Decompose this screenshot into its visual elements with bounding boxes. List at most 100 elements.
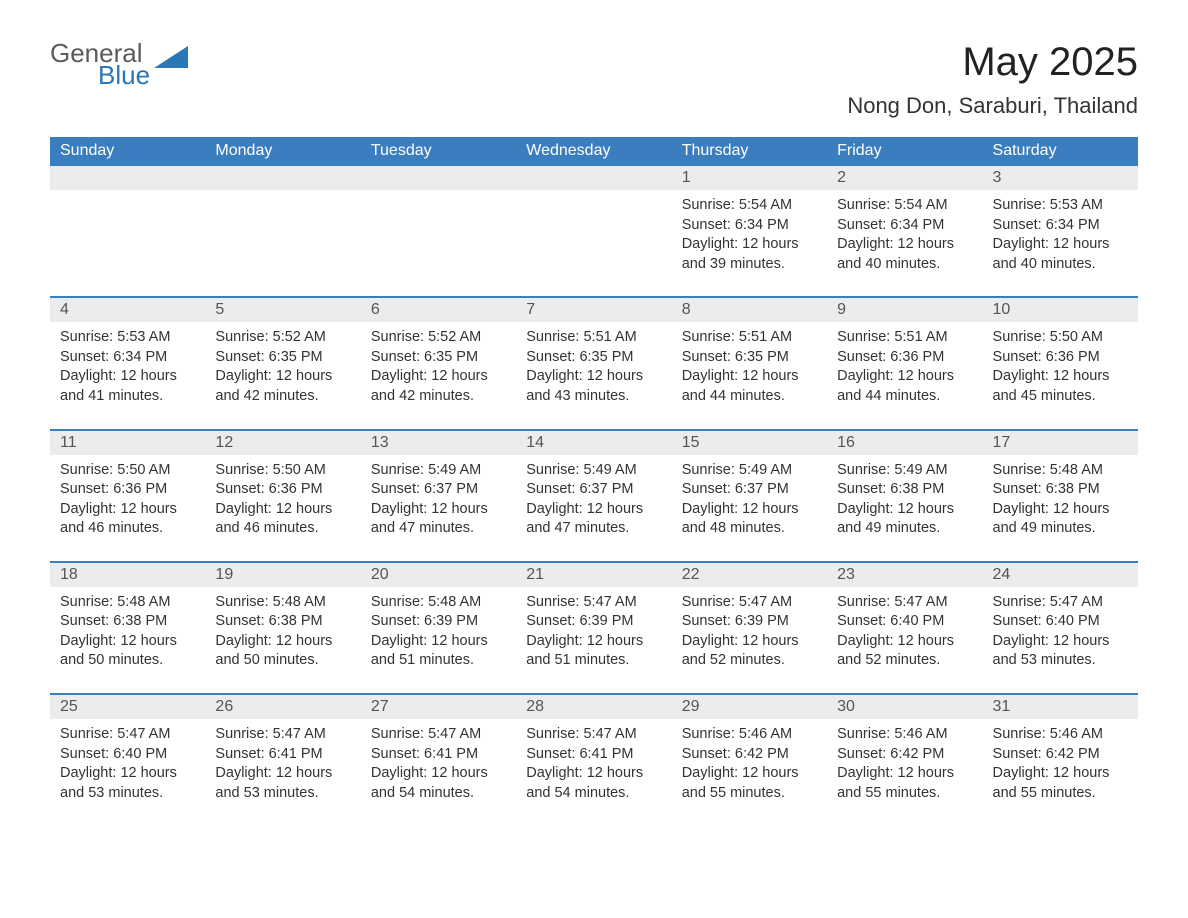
sunrise-text: Sunrise: 5:46 AM xyxy=(682,725,817,745)
sunset-text: Sunset: 6:35 PM xyxy=(215,348,350,368)
daylight-text: Daylight: 12 hours and 52 minutes. xyxy=(682,632,817,671)
day-number-cell: 24 xyxy=(983,562,1138,587)
day-number: 6 xyxy=(361,298,516,322)
sunrise-text: Sunrise: 5:51 AM xyxy=(837,328,972,348)
day-number-cell xyxy=(205,166,360,190)
daylight-text: Daylight: 12 hours and 55 minutes. xyxy=(682,764,817,803)
day-number-cell xyxy=(516,166,671,190)
sunrise-text: Sunrise: 5:47 AM xyxy=(837,593,972,613)
sunset-text: Sunset: 6:36 PM xyxy=(993,348,1128,368)
day-details-cell: Sunrise: 5:48 AMSunset: 6:38 PMDaylight:… xyxy=(205,587,360,694)
day-number: 22 xyxy=(672,563,827,587)
day-number-cell: 6 xyxy=(361,297,516,322)
daylight-text: Daylight: 12 hours and 54 minutes. xyxy=(526,764,661,803)
day-details-cell: Sunrise: 5:54 AMSunset: 6:34 PMDaylight:… xyxy=(827,190,982,297)
daylight-text: Daylight: 12 hours and 55 minutes. xyxy=(837,764,972,803)
day-details: Sunrise: 5:47 AMSunset: 6:41 PMDaylight:… xyxy=(361,719,516,825)
sunset-text: Sunset: 6:40 PM xyxy=(837,612,972,632)
day-number: 14 xyxy=(516,431,671,455)
day-number-cell: 10 xyxy=(983,297,1138,322)
sunset-text: Sunset: 6:36 PM xyxy=(215,480,350,500)
day-details-cell: Sunrise: 5:47 AMSunset: 6:40 PMDaylight:… xyxy=(983,587,1138,694)
day-number: 28 xyxy=(516,695,671,719)
day-details xyxy=(50,190,205,238)
sunset-text: Sunset: 6:36 PM xyxy=(60,480,195,500)
day-details-cell: Sunrise: 5:49 AMSunset: 6:37 PMDaylight:… xyxy=(361,455,516,562)
day-number-cell: 8 xyxy=(672,297,827,322)
day-number-cell: 1 xyxy=(672,166,827,190)
day-number-cell: 27 xyxy=(361,694,516,719)
daylight-text: Daylight: 12 hours and 40 minutes. xyxy=(837,235,972,274)
sunrise-text: Sunrise: 5:49 AM xyxy=(837,461,972,481)
daylight-text: Daylight: 12 hours and 41 minutes. xyxy=(60,367,195,406)
column-header: Wednesday xyxy=(516,137,671,166)
sunset-text: Sunset: 6:34 PM xyxy=(682,216,817,236)
day-number-cell: 20 xyxy=(361,562,516,587)
day-details: Sunrise: 5:47 AMSunset: 6:40 PMDaylight:… xyxy=(827,587,982,693)
calendar-header-row: SundayMondayTuesdayWednesdayThursdayFrid… xyxy=(50,137,1138,166)
daylight-text: Daylight: 12 hours and 48 minutes. xyxy=(682,500,817,539)
daylight-text: Daylight: 12 hours and 53 minutes. xyxy=(215,764,350,803)
day-number: 24 xyxy=(983,563,1138,587)
day-details-cell: Sunrise: 5:47 AMSunset: 6:41 PMDaylight:… xyxy=(361,719,516,825)
day-number: 5 xyxy=(205,298,360,322)
day-details: Sunrise: 5:53 AMSunset: 6:34 PMDaylight:… xyxy=(50,322,205,428)
day-details-cell: Sunrise: 5:54 AMSunset: 6:34 PMDaylight:… xyxy=(672,190,827,297)
sunrise-text: Sunrise: 5:53 AM xyxy=(60,328,195,348)
daylight-text: Daylight: 12 hours and 53 minutes. xyxy=(993,632,1128,671)
day-number: 3 xyxy=(983,166,1138,190)
logo-word-blue: Blue xyxy=(98,62,150,88)
sunrise-text: Sunrise: 5:49 AM xyxy=(371,461,506,481)
day-details-cell: Sunrise: 5:50 AMSunset: 6:36 PMDaylight:… xyxy=(983,322,1138,429)
week-details-row: Sunrise: 5:54 AMSunset: 6:34 PMDaylight:… xyxy=(50,190,1138,297)
day-details: Sunrise: 5:50 AMSunset: 6:36 PMDaylight:… xyxy=(205,455,360,561)
day-number-empty xyxy=(361,166,516,190)
day-number: 30 xyxy=(827,695,982,719)
sunset-text: Sunset: 6:42 PM xyxy=(682,745,817,765)
day-details: Sunrise: 5:49 AMSunset: 6:37 PMDaylight:… xyxy=(516,455,671,561)
day-number-cell: 22 xyxy=(672,562,827,587)
day-details: Sunrise: 5:47 AMSunset: 6:41 PMDaylight:… xyxy=(205,719,360,825)
sunrise-text: Sunrise: 5:48 AM xyxy=(993,461,1128,481)
week-daynum-row: 25262728293031 xyxy=(50,694,1138,719)
sunset-text: Sunset: 6:35 PM xyxy=(526,348,661,368)
day-details-cell: Sunrise: 5:52 AMSunset: 6:35 PMDaylight:… xyxy=(205,322,360,429)
day-details: Sunrise: 5:54 AMSunset: 6:34 PMDaylight:… xyxy=(827,190,982,296)
day-number-cell: 11 xyxy=(50,430,205,455)
day-number-cell: 21 xyxy=(516,562,671,587)
sunset-text: Sunset: 6:38 PM xyxy=(215,612,350,632)
day-details-cell: Sunrise: 5:48 AMSunset: 6:38 PMDaylight:… xyxy=(983,455,1138,562)
daylight-text: Daylight: 12 hours and 50 minutes. xyxy=(215,632,350,671)
day-number-cell: 29 xyxy=(672,694,827,719)
day-details-cell: Sunrise: 5:48 AMSunset: 6:38 PMDaylight:… xyxy=(50,587,205,694)
sunset-text: Sunset: 6:39 PM xyxy=(371,612,506,632)
daylight-text: Daylight: 12 hours and 44 minutes. xyxy=(682,367,817,406)
day-details: Sunrise: 5:48 AMSunset: 6:38 PMDaylight:… xyxy=(50,587,205,693)
day-number-cell xyxy=(361,166,516,190)
day-number: 2 xyxy=(827,166,982,190)
day-details-cell: Sunrise: 5:51 AMSunset: 6:35 PMDaylight:… xyxy=(672,322,827,429)
sunset-text: Sunset: 6:37 PM xyxy=(526,480,661,500)
sunrise-text: Sunrise: 5:46 AM xyxy=(993,725,1128,745)
week-daynum-row: 45678910 xyxy=(50,297,1138,322)
day-details: Sunrise: 5:46 AMSunset: 6:42 PMDaylight:… xyxy=(827,719,982,825)
sunrise-text: Sunrise: 5:52 AM xyxy=(371,328,506,348)
day-number-cell: 2 xyxy=(827,166,982,190)
day-number: 12 xyxy=(205,431,360,455)
sunset-text: Sunset: 6:42 PM xyxy=(993,745,1128,765)
day-number-cell xyxy=(50,166,205,190)
daylight-text: Daylight: 12 hours and 51 minutes. xyxy=(526,632,661,671)
day-details-cell: Sunrise: 5:49 AMSunset: 6:37 PMDaylight:… xyxy=(516,455,671,562)
day-number-cell: 5 xyxy=(205,297,360,322)
calendar-table: SundayMondayTuesdayWednesdayThursdayFrid… xyxy=(50,137,1138,825)
day-details: Sunrise: 5:47 AMSunset: 6:40 PMDaylight:… xyxy=(50,719,205,825)
daylight-text: Daylight: 12 hours and 50 minutes. xyxy=(60,632,195,671)
sunset-text: Sunset: 6:39 PM xyxy=(526,612,661,632)
day-number: 9 xyxy=(827,298,982,322)
day-details-cell xyxy=(516,190,671,297)
sunset-text: Sunset: 6:40 PM xyxy=(60,745,195,765)
day-details-cell: Sunrise: 5:53 AMSunset: 6:34 PMDaylight:… xyxy=(50,322,205,429)
day-number-cell: 7 xyxy=(516,297,671,322)
day-details-cell: Sunrise: 5:47 AMSunset: 6:39 PMDaylight:… xyxy=(516,587,671,694)
day-number: 25 xyxy=(50,695,205,719)
